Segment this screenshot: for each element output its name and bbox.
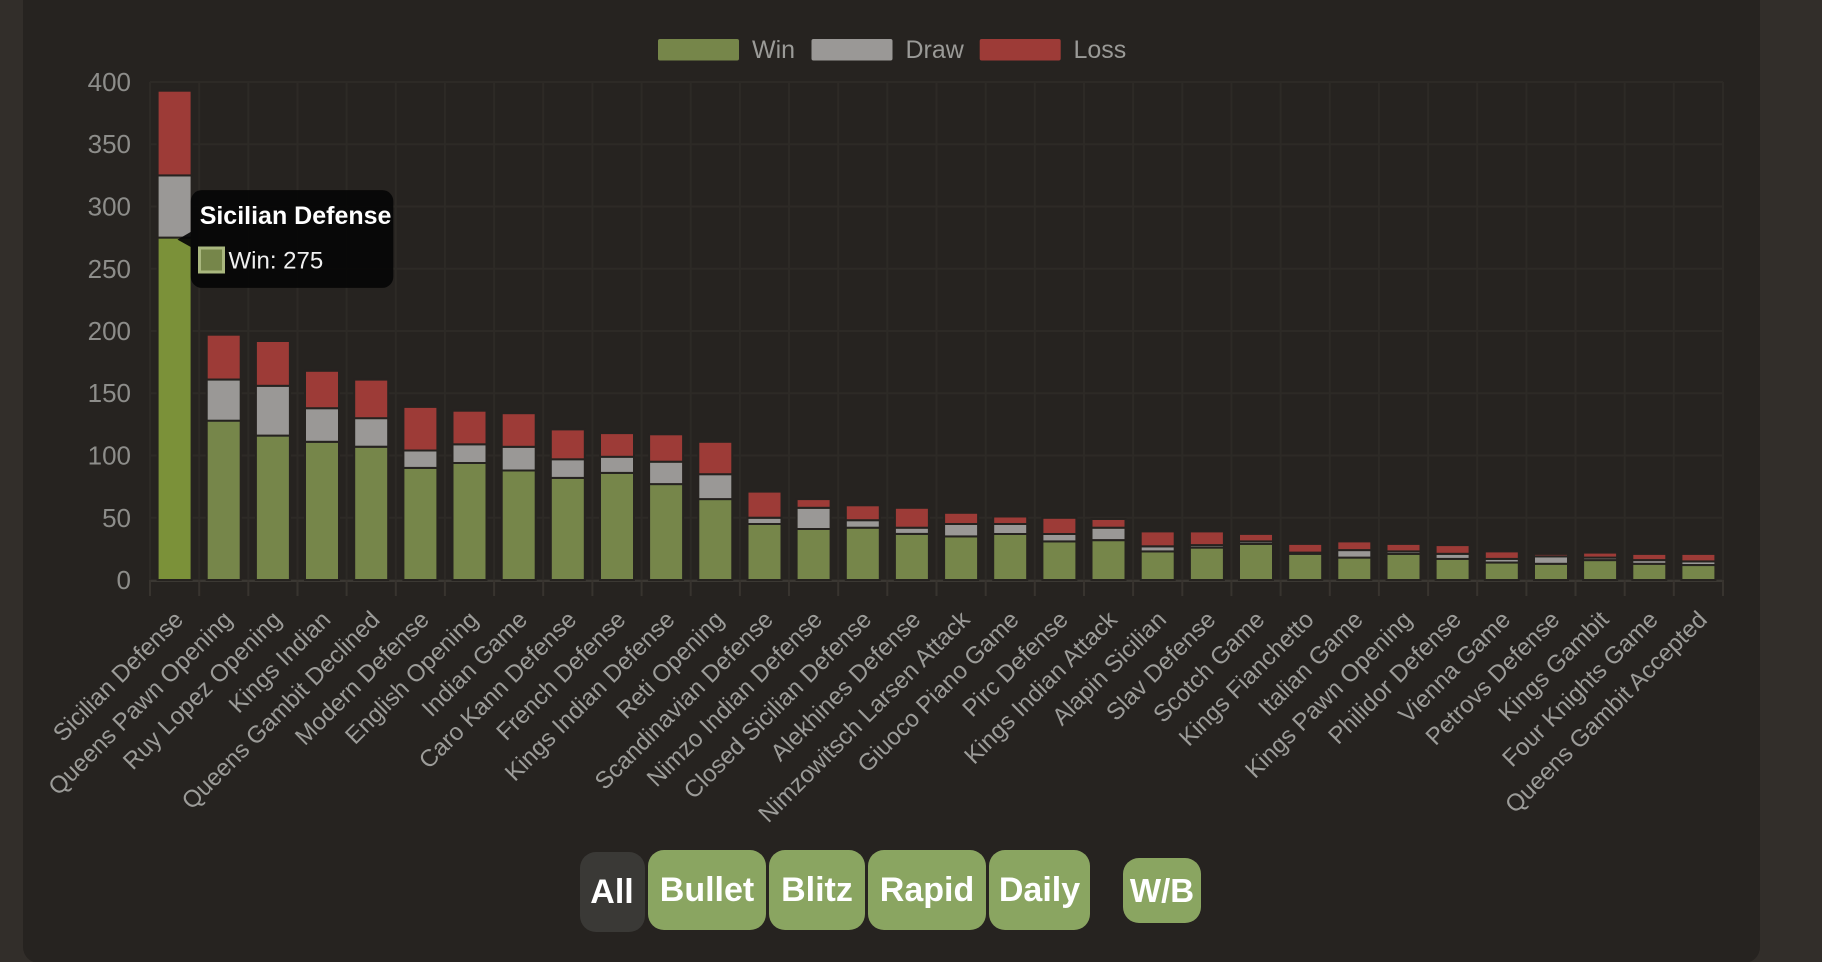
svg-text:50: 50	[102, 503, 131, 533]
svg-text:Draw: Draw	[906, 36, 965, 64]
svg-text:400: 400	[88, 67, 131, 97]
svg-text:Loss: Loss	[1074, 36, 1127, 64]
svg-text:Win: Win	[752, 36, 795, 64]
svg-text:Win: 275: Win: 275	[229, 248, 324, 275]
svg-text:0: 0	[117, 565, 131, 595]
svg-text:Sicilian Defense: Sicilian Defense	[200, 202, 392, 230]
svg-text:200: 200	[88, 316, 131, 346]
svg-text:350: 350	[88, 129, 131, 159]
svg-text:300: 300	[88, 192, 131, 222]
svg-text:250: 250	[88, 254, 131, 284]
svg-text:150: 150	[88, 378, 131, 408]
svg-text:100: 100	[88, 441, 131, 471]
